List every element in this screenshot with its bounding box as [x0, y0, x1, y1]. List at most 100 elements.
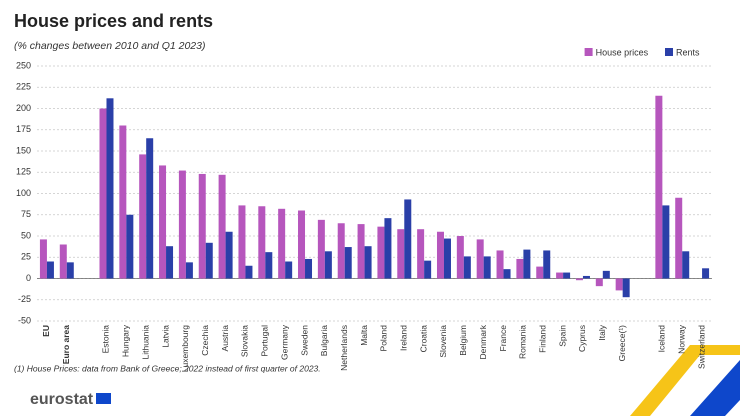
x-tick-label: Portugal	[260, 325, 270, 357]
logo-text: eurostat	[30, 391, 94, 408]
x-tick-label: Estonia	[101, 325, 111, 354]
x-tick-label: Croatia	[418, 325, 428, 353]
bar	[595, 278, 603, 287]
bar	[575, 278, 583, 281]
bar	[159, 165, 167, 279]
x-tick-label: Latvia	[160, 325, 170, 348]
bar	[126, 214, 134, 279]
x-tick-label: Germany	[279, 324, 289, 360]
bar	[516, 258, 524, 279]
x-tick-label: Denmark	[478, 324, 488, 359]
x-tick-label: Hungary	[121, 324, 131, 357]
bar	[357, 224, 365, 279]
x-tick-label: Italy	[597, 324, 607, 340]
x-tick-label: Netherlands	[339, 325, 349, 371]
bar	[324, 251, 332, 279]
x-tick-label: Romania	[518, 325, 528, 359]
decoration	[630, 345, 740, 416]
bar	[198, 173, 206, 279]
bar	[543, 250, 551, 279]
x-tick-label: Ireland	[399, 325, 409, 351]
bar	[278, 208, 286, 279]
bar	[99, 108, 107, 279]
x-tick-label: Bulgaria	[319, 325, 329, 356]
x-tick-label: Poland	[379, 325, 389, 352]
bar	[337, 223, 345, 279]
y-tick-label: 0	[26, 273, 31, 283]
bar	[417, 229, 425, 279]
bar	[682, 251, 690, 279]
bar	[39, 239, 47, 279]
x-tick-label: Luxembourg	[180, 325, 190, 373]
bar	[205, 242, 213, 279]
y-tick-label: 250	[16, 60, 31, 70]
bar	[463, 256, 471, 279]
y-tick-label: 225	[16, 82, 31, 92]
x-tick-label: Cyprus	[577, 325, 587, 352]
bar	[46, 261, 54, 279]
x-tick-label: Iceland	[657, 325, 667, 353]
bar	[602, 270, 610, 279]
bar	[615, 278, 623, 291]
bar	[238, 205, 246, 279]
bar	[265, 252, 273, 279]
x-tick-label: Slovakia	[240, 325, 250, 357]
bar	[317, 219, 325, 279]
bar	[298, 210, 306, 279]
bar	[483, 256, 491, 279]
x-tick-label: Sweden	[299, 325, 309, 356]
chart-subtitle: (% changes between 2010 and Q1 2023)	[14, 40, 205, 52]
decoration	[690, 360, 740, 416]
bar	[496, 250, 504, 279]
legend-label: House prices	[596, 47, 649, 57]
bar	[258, 206, 266, 279]
eu-flag	[96, 393, 111, 404]
bar	[305, 258, 313, 279]
bar	[523, 249, 531, 279]
y-tick-label: 100	[16, 188, 31, 198]
x-tick-label: Finland	[538, 325, 548, 353]
bar	[563, 272, 571, 279]
bar	[476, 239, 484, 279]
x-tick-label: Switzerland	[696, 325, 706, 369]
y-tick-label: 175	[16, 124, 31, 134]
x-tick-label: EU	[41, 325, 51, 337]
bar	[456, 236, 464, 279]
x-tick-label: Norway	[676, 324, 686, 354]
bar	[384, 218, 392, 279]
y-tick-label: 125	[16, 167, 31, 177]
chart-title: House prices and rents	[14, 11, 213, 31]
bar	[675, 197, 683, 279]
legend-swatch	[665, 48, 673, 56]
bar	[66, 262, 74, 279]
bar	[106, 98, 114, 279]
y-tick-label: 25	[21, 252, 31, 262]
x-tick-label: Czechia	[200, 325, 210, 356]
bar	[166, 246, 174, 279]
bar	[622, 278, 630, 298]
footnote: (1) House Prices: data from Bank of Gree…	[14, 363, 321, 373]
x-tick-label: Lithuania	[140, 325, 150, 360]
bar	[146, 138, 154, 279]
bar	[582, 275, 590, 279]
bar	[536, 266, 544, 279]
bar	[404, 199, 412, 279]
x-tick-label: Spain	[557, 325, 567, 347]
x-tick-label: Euro area	[61, 325, 71, 364]
y-tick-label: -25	[18, 294, 31, 304]
bar	[225, 231, 233, 279]
bar	[424, 260, 432, 279]
bar	[364, 246, 372, 279]
bar	[139, 154, 147, 279]
bar	[285, 261, 293, 279]
bar	[702, 268, 710, 279]
x-tick-label: Malta	[359, 325, 369, 346]
bar	[185, 262, 193, 279]
bar	[377, 226, 385, 279]
bar	[178, 170, 186, 279]
bar	[662, 205, 670, 279]
x-tick-label: Belgium	[458, 325, 468, 356]
bar	[119, 125, 127, 279]
